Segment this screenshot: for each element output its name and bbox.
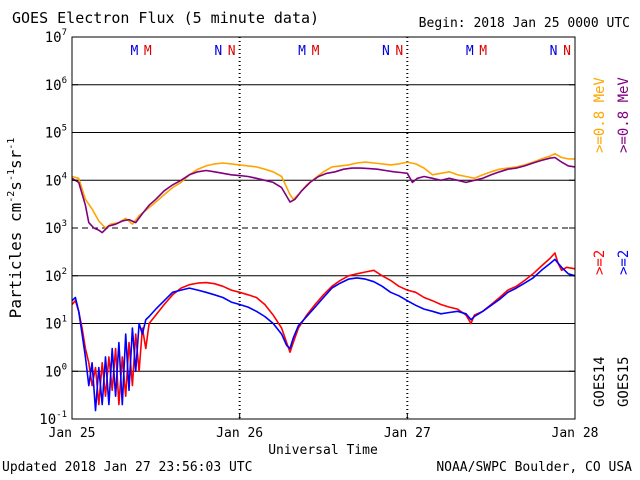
series-line xyxy=(71,156,576,234)
y-tick-exponent: 5 xyxy=(62,124,67,134)
y-axis-label-unit: s xyxy=(6,181,25,191)
y-tick-label: 107 xyxy=(45,28,67,46)
legend-entry: >=0.8 MeV xyxy=(616,77,632,153)
y-tick-label: 102 xyxy=(45,267,67,285)
y-tick-base: 10 xyxy=(45,30,62,46)
x-axis: Jan 25 Jan 26 Jan 27 Jan 28 xyxy=(49,413,599,441)
y-axis-label-exp: -1 xyxy=(6,138,17,150)
updated-timestamp: Updated 2018 Jan 27 23:56:03 UTC xyxy=(2,460,253,475)
orbit-marker-N: N xyxy=(228,44,236,59)
y-axis-label-unit: sr xyxy=(6,149,25,169)
y-axis-label-exp: -2 xyxy=(6,191,17,203)
y-tick-base: 10 xyxy=(45,78,62,94)
y-tick-label: 104 xyxy=(45,171,67,189)
y-tick-label: 10-1 xyxy=(39,410,67,428)
x-tick-label: Jan 26 xyxy=(216,426,263,441)
orbit-marker-M: M xyxy=(466,44,474,59)
y-tick-exponent: 1 xyxy=(62,315,67,325)
legend-satellite: GOES15 xyxy=(616,356,632,407)
legend-entry: >=2 xyxy=(592,250,608,275)
orbit-marker-N: N xyxy=(395,44,403,59)
chart-title: GOES Electron Flux (5 minute data) xyxy=(12,9,320,27)
x-tick-label: Jan 28 xyxy=(552,426,599,441)
orbit-marker-N: N xyxy=(550,44,558,59)
x-tick-label: Jan 25 xyxy=(49,426,96,441)
y-tick-exponent: -1 xyxy=(56,410,67,420)
legend-entry: >=0.8 MeV xyxy=(592,77,608,153)
series-group xyxy=(71,152,576,412)
y-tick-exponent: 4 xyxy=(62,171,67,181)
y-tick-base: 10 xyxy=(45,173,62,189)
series-line xyxy=(71,152,575,229)
legend-entry: >=2 xyxy=(616,250,632,275)
y-tick-base: 10 xyxy=(45,364,62,380)
x-axis-label: Universal Time xyxy=(268,443,378,458)
orbit-marker-M: M xyxy=(479,44,487,59)
y-tick-base: 10 xyxy=(45,126,62,142)
orbit-marker-M: M xyxy=(144,44,152,59)
y-tick-base: 10 xyxy=(45,269,62,285)
y-tick-exponent: 6 xyxy=(62,76,67,86)
y-tick-base: 10 xyxy=(39,412,56,428)
begin-date: Begin: 2018 Jan 25 0000 UTC xyxy=(418,16,630,31)
legend-satellite: GOES14 xyxy=(592,356,608,407)
y-tick-label: 101 xyxy=(45,315,67,333)
y-tick-base: 10 xyxy=(45,317,62,333)
y-tick-exponent: 3 xyxy=(62,219,67,229)
credit: NOAA/SWPC Boulder, CO USA xyxy=(436,460,632,475)
orbit-marker-M: M xyxy=(131,44,139,59)
legend: GOES14 >=2 >=0.8 MeV GOES15 >=2 >=0.8 MeV xyxy=(592,77,632,407)
x-tick-label: Jan 27 xyxy=(384,426,431,441)
orbit-marker-M: M xyxy=(312,44,320,59)
orbit-marker-N: N xyxy=(382,44,390,59)
y-tick-exponent: 2 xyxy=(62,267,67,277)
y-axis-label: Particles cm-2s-1sr-1 xyxy=(6,138,25,319)
y-tick-label: 103 xyxy=(45,219,67,237)
series-line xyxy=(71,258,576,412)
orbit-marker-N: N xyxy=(214,44,222,59)
orbit-marker-M: M xyxy=(298,44,306,59)
y-tick-exponent: 7 xyxy=(62,28,67,38)
y-tick-exponent: 0 xyxy=(62,362,67,372)
y-tick-label: 105 xyxy=(45,124,67,142)
y-tick-label: 106 xyxy=(45,76,67,94)
y-axis-label-base: Particles cm xyxy=(6,203,25,319)
orbit-marker-N: N xyxy=(563,44,571,59)
y-axis-label-exp: -1 xyxy=(6,169,17,181)
y-tick-base: 10 xyxy=(45,221,62,237)
grid xyxy=(72,37,575,419)
y-tick-label: 100 xyxy=(45,362,67,380)
